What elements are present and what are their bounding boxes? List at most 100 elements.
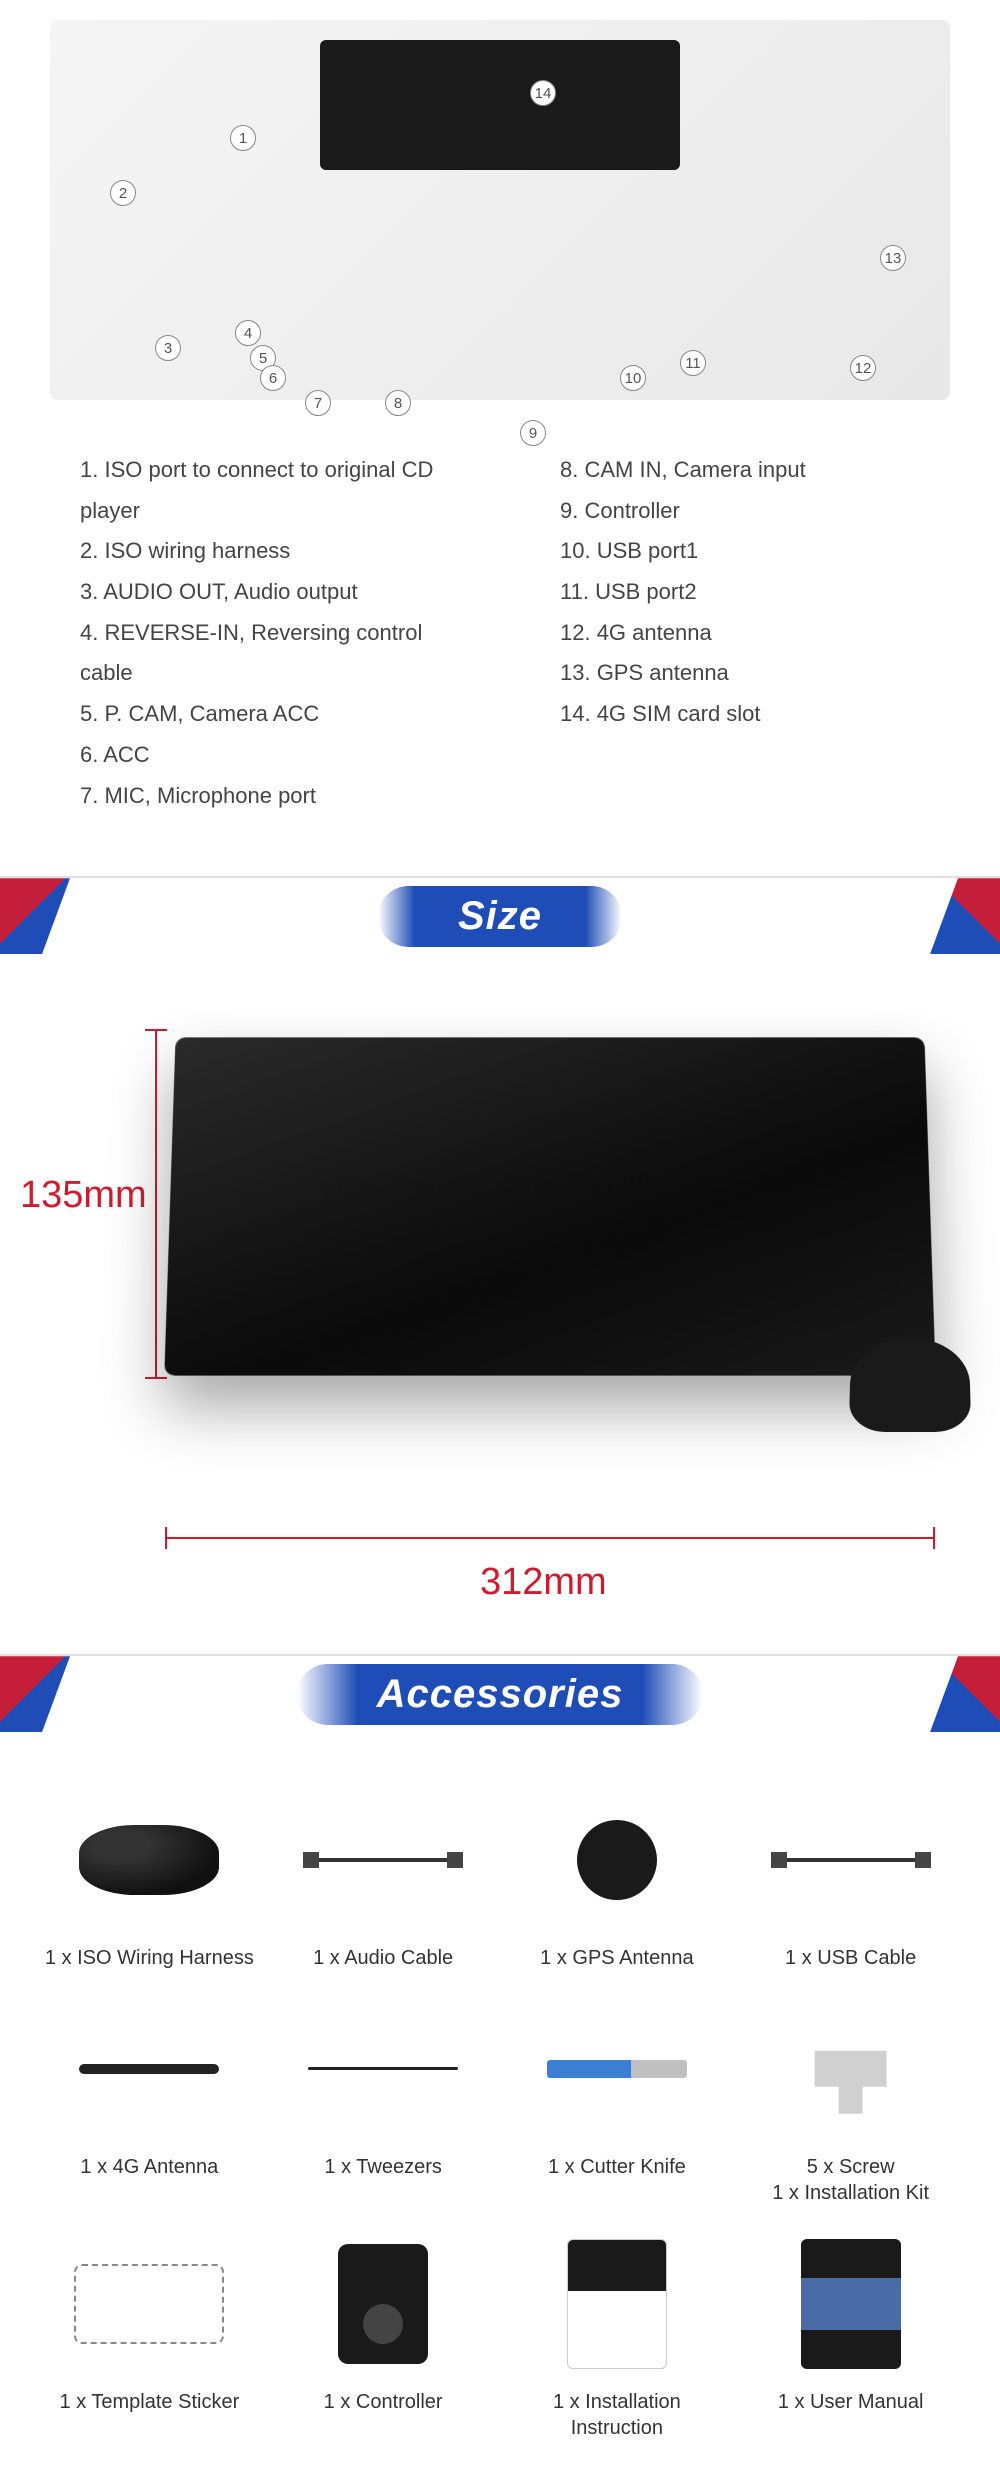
legend-row: 4. REVERSE-IN, Reversing control cable (80, 613, 440, 694)
accessories-grid: 1 x ISO Wiring Harness 1 x Audio Cable 1 x… (0, 1732, 1000, 2471)
head-unit-rear (320, 40, 680, 170)
accessory-item: 1 x Controller (274, 2226, 493, 2441)
accessory-thumb (278, 1782, 488, 1937)
callout-10: 10 (620, 365, 646, 391)
accessory-shape (74, 2264, 224, 2344)
legend-row: 6. ACC (80, 735, 440, 776)
accessory-label: 1 x GPS Antenna (540, 1945, 693, 1971)
accessory-label: 1 x ISO Wiring Harness (45, 1945, 254, 1971)
accessory-thumb (44, 2226, 254, 2381)
accessory-shape (801, 2239, 901, 2369)
accessory-item: 1 x Tweezers (274, 1991, 493, 2206)
accessory-item: 1 x Installation Instruction (508, 2226, 727, 2441)
legend-col-1: 1. ISO port to connect to original CD pl… (80, 450, 440, 816)
accessory-item: 1 x User Manual (741, 2226, 960, 2441)
accessories-banner: Accessories (0, 1654, 1000, 1732)
accessory-label: 1 x User Manual (778, 2389, 924, 2415)
banner-stripe-right (930, 878, 1000, 954)
accessory-label: 1 x Controller (324, 2389, 443, 2415)
accessory-thumb (44, 1782, 254, 1937)
legend-section: 1. ISO port to connect to original CD pl… (0, 420, 1000, 876)
legend-row: 3. AUDIO OUT, Audio output (80, 572, 440, 613)
accessory-label: 5 x Screw 1 x Installation Kit (772, 2154, 929, 2206)
diagram-placeholder: 1234567891011121314 (50, 20, 950, 400)
legend-row: 13. GPS antenna (560, 653, 920, 694)
legend-col-2: 8. CAM IN, Camera input9. Controller10. … (560, 450, 920, 816)
banner-stripe-left (0, 878, 70, 954)
legend-row: 5. P. CAM, Camera ACC (80, 694, 440, 735)
accessory-item: 1 x ISO Wiring Harness (40, 1782, 259, 1971)
callout-1: 1 (230, 125, 256, 151)
callout-2: 2 (110, 180, 136, 206)
accessory-shape (567, 2239, 667, 2369)
accessory-item: 1 x Cutter Knife (508, 1991, 727, 2206)
accessory-thumb (512, 1991, 722, 2146)
wiring-diagram-section: 1234567891011121314 (0, 0, 1000, 420)
legend-row: 11. USB port2 (560, 572, 920, 613)
accessory-thumb (746, 1991, 956, 2146)
legend-row: 7. MIC, Microphone port (80, 776, 440, 817)
banner-stripe-right (930, 1656, 1000, 1732)
accessory-shape (313, 1858, 453, 1862)
legend-row: 1. ISO port to connect to original CD pl… (80, 450, 440, 531)
accessory-shape (781, 1858, 921, 1862)
accessory-thumb (746, 1782, 956, 1937)
accessory-shape (79, 1825, 219, 1895)
size-title: Size (458, 894, 542, 938)
callout-7: 7 (305, 390, 331, 416)
accessory-label: 1 x Installation Instruction (508, 2389, 727, 2441)
accessory-label: 1 x Tweezers (324, 2154, 441, 2180)
accessory-shape (547, 2060, 687, 2078)
accessory-shape (338, 2244, 428, 2364)
banner-stripe-left (0, 1656, 70, 1732)
accessories-title: Accessories (377, 1672, 624, 1716)
dimension-line-vertical (155, 1029, 157, 1379)
legend-row: 10. USB port1 (560, 531, 920, 572)
accessory-label: 1 x 4G Antenna (80, 2154, 218, 2180)
accessory-thumb (278, 2226, 488, 2381)
accessory-label: 1 x Template Sticker (60, 2389, 240, 2415)
accessory-item: 5 x Screw 1 x Installation Kit (741, 1991, 960, 2206)
accessory-thumb (278, 1991, 488, 2146)
accessory-item: 1 x GPS Antenna (508, 1782, 727, 1971)
accessory-label: 1 x Audio Cable (313, 1945, 453, 1971)
accessory-shape (79, 2064, 219, 2074)
callout-14: 14 (530, 80, 556, 106)
size-section: 135mm ||||| copyright XTRONS ||||| 312mm (0, 954, 1000, 1654)
banner-center: Size (378, 886, 622, 947)
callout-9: 9 (520, 420, 546, 446)
callout-8: 8 (385, 390, 411, 416)
accessory-item: 1 x Template Sticker (40, 2226, 259, 2441)
accessory-thumb (512, 1782, 722, 1937)
accessory-label: 1 x Cutter Knife (548, 2154, 686, 2180)
banner-center: Accessories (297, 1664, 704, 1725)
height-label: 135mm (20, 1174, 147, 1217)
callout-13: 13 (880, 245, 906, 271)
watermark: ||||| copyright XTRONS ||||| (322, 1170, 643, 1201)
accessory-item: 1 x 4G Antenna (40, 1991, 259, 2206)
accessory-shape (791, 2024, 911, 2114)
callout-4: 4 (235, 320, 261, 346)
size-banner: Size (0, 876, 1000, 954)
accessory-item: 1 x Audio Cable (274, 1782, 493, 1971)
callout-6: 6 (260, 365, 286, 391)
legend-row: 14. 4G SIM card slot (560, 694, 920, 735)
legend-row: 2. ISO wiring harness (80, 531, 440, 572)
accessory-thumb (512, 2226, 722, 2381)
accessory-shape (577, 1820, 657, 1900)
callout-12: 12 (850, 355, 876, 381)
accessory-label: 1 x USB Cable (785, 1945, 916, 1971)
width-label: 312mm (480, 1561, 607, 1604)
accessory-item: 1 x USB Cable (741, 1782, 960, 1971)
accessory-thumb (44, 1991, 254, 2146)
legend-row: 8. CAM IN, Camera input (560, 450, 920, 491)
accessory-thumb (746, 2226, 956, 2381)
accessory-shape (308, 2067, 458, 2070)
device-mount (849, 1338, 972, 1432)
callout-3: 3 (155, 335, 181, 361)
device-front: ||||| copyright XTRONS ||||| (164, 1038, 935, 1376)
dimension-line-horizontal (165, 1537, 935, 1539)
callout-11: 11 (680, 350, 706, 376)
legend-row: 9. Controller (560, 491, 920, 532)
legend-row: 12. 4G antenna (560, 613, 920, 654)
